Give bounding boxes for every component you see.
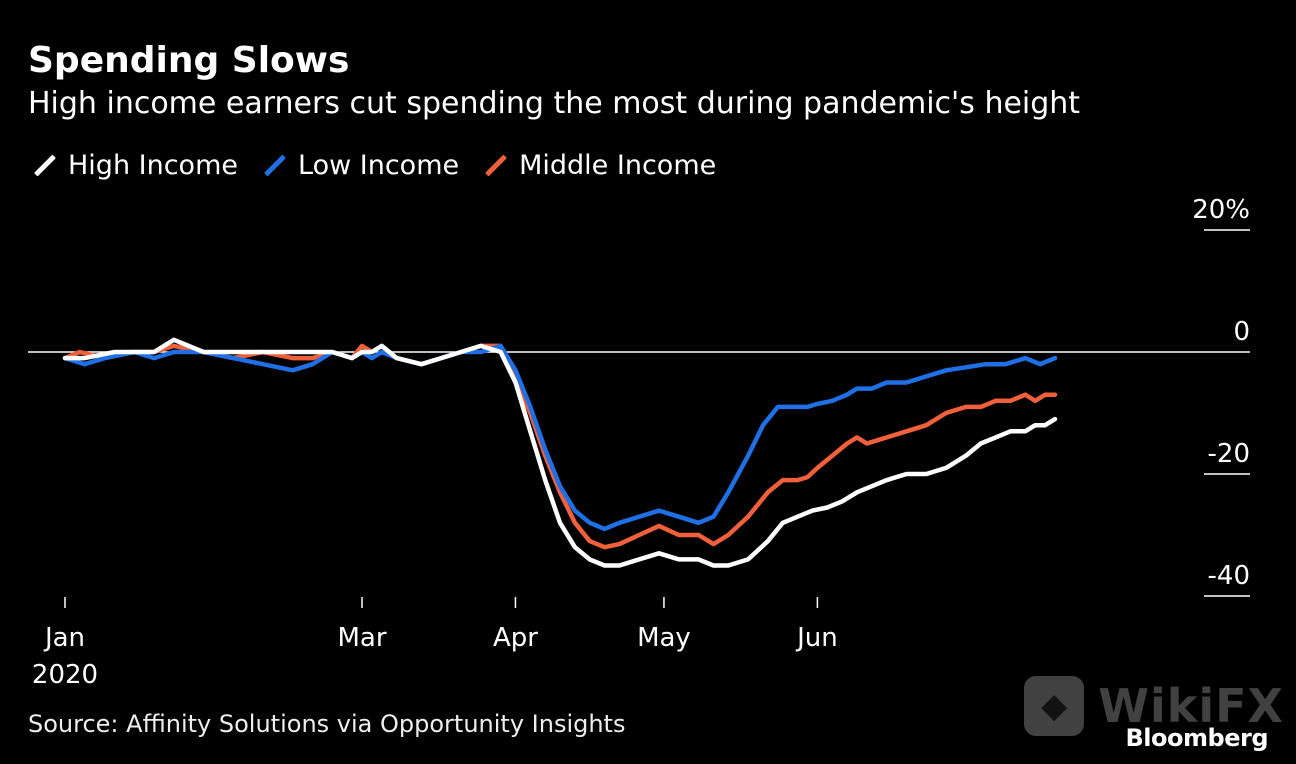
x-tick-sublabel: 2020: [32, 660, 98, 690]
legend-label-high-income: High Income: [68, 150, 238, 181]
legend-item-high-income: High Income: [28, 150, 238, 181]
chart-subtitle: High income earners cut spending the mos…: [28, 86, 1081, 121]
chart-legend: High Income Low Income Middle Income: [28, 150, 736, 181]
y-tick-label: -40: [1208, 561, 1250, 591]
x-tick-label: Jun: [795, 623, 838, 653]
legend-label-middle-income: Middle Income: [519, 150, 717, 181]
x-tick-label: Jan: [43, 623, 85, 653]
source-note: Source: Affinity Solutions via Opportuni…: [28, 710, 626, 738]
watermark-text: WikiFX: [1098, 679, 1284, 733]
legend-label-low-income: Low Income: [298, 150, 460, 181]
series-line-middle-income: [62, 343, 1058, 550]
series-line-high-income: [62, 337, 1058, 568]
legend-item-low-income: Low Income: [258, 150, 459, 181]
x-tick-label: Apr: [493, 623, 538, 653]
legend-item-middle-income: Middle Income: [479, 150, 716, 181]
y-tick-label: -20: [1208, 439, 1250, 469]
series-line-low-income: [62, 343, 1058, 532]
bloomberg-logo: Bloomberg: [1125, 724, 1269, 752]
x-tick-label: Mar: [337, 623, 386, 653]
wikifx-logo-icon: ◆: [1024, 676, 1085, 736]
chart-title: Spending Slows: [28, 40, 350, 81]
watermark: ◆ WikiFX: [1024, 676, 1284, 736]
y-tick-label: 0: [1233, 317, 1250, 347]
y-tick-label: 20%: [1192, 195, 1250, 225]
x-tick-label: May: [637, 623, 691, 653]
